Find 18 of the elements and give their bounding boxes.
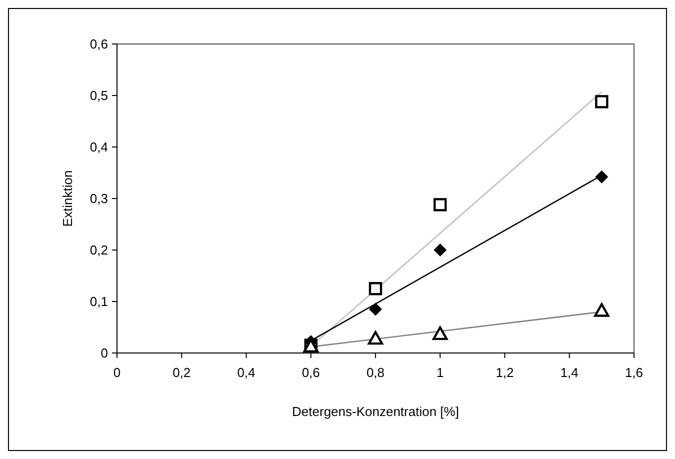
x-tick-label: 1 [436,365,444,380]
y-tick-label: 0,1 [90,294,108,310]
x-tick-label: 0,8 [366,365,385,380]
y-tick-label: 0,2 [90,242,108,258]
x-tick-label: 0,4 [237,365,256,380]
x-tick-label: 1,6 [624,365,644,380]
x-axis-title: Detergens-Konzentration [%] [292,404,459,419]
y-tick-label: 0,3 [90,191,108,206]
x-tick-label: 1,4 [560,365,578,380]
y-tick-label: 0,5 [90,88,108,104]
x-tick-label: 1,2 [496,365,514,380]
x-tick-label: 0,6 [302,365,320,380]
y-tick-label: 0,4 [90,140,108,155]
y-axis-title: Extinktion [60,170,75,227]
x-tick-label: 0,2 [172,365,191,380]
y-tick-label: 0,6 [90,36,108,52]
x-tick-label: 0 [113,365,121,380]
y-tick-label: 0 [100,346,108,361]
